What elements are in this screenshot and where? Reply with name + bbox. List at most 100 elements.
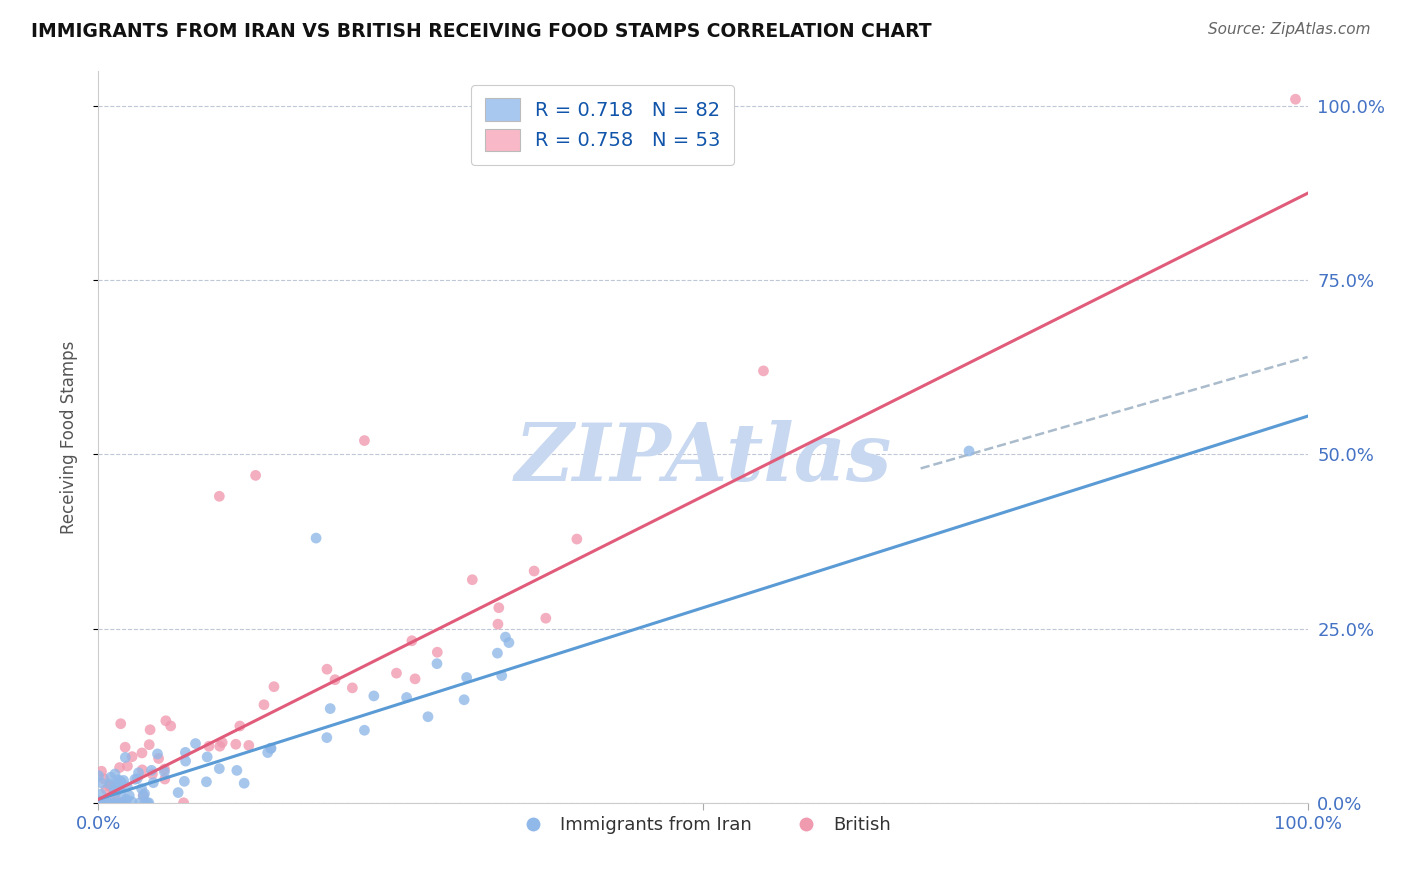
Point	[103, 782, 125, 797]
Point	[167, 786, 190, 800]
Point	[565, 532, 588, 546]
Point	[138, 738, 160, 752]
Point	[100, 770, 122, 784]
Text: Source: ZipAtlas.com: Source: ZipAtlas.com	[1208, 22, 1371, 37]
Point	[114, 750, 136, 764]
Point	[305, 531, 328, 545]
Point	[101, 796, 124, 810]
Point	[107, 778, 129, 792]
Point	[131, 746, 153, 760]
Point	[153, 762, 176, 776]
Point	[128, 765, 150, 780]
Point	[104, 789, 127, 803]
Point	[353, 723, 375, 738]
Point	[110, 775, 132, 789]
Point	[195, 750, 218, 764]
Point	[131, 763, 153, 777]
Point	[173, 774, 195, 789]
Point	[107, 782, 129, 797]
Point	[363, 689, 385, 703]
Point	[110, 716, 132, 731]
Point	[112, 796, 135, 810]
Point	[184, 737, 207, 751]
Point	[416, 709, 439, 723]
Point	[90, 764, 112, 779]
Point	[96, 796, 118, 810]
Point	[486, 646, 509, 660]
Point	[174, 754, 197, 768]
Point	[495, 630, 517, 644]
Text: ZIPAtlas: ZIPAtlas	[515, 420, 891, 498]
Point	[316, 662, 339, 676]
Point	[93, 772, 115, 786]
Point	[136, 796, 159, 810]
Point	[87, 769, 110, 783]
Point	[319, 701, 342, 715]
Point	[153, 772, 176, 786]
Point	[153, 764, 176, 779]
Point	[148, 751, 170, 765]
Point	[134, 787, 156, 801]
Point	[198, 739, 221, 754]
Point	[114, 796, 136, 810]
Point	[111, 796, 134, 810]
Point	[121, 795, 143, 809]
Point	[245, 468, 267, 483]
Point	[385, 666, 408, 681]
Point	[114, 794, 136, 808]
Point	[225, 737, 247, 751]
Point	[456, 670, 478, 684]
Point	[260, 741, 283, 756]
Point	[96, 796, 118, 810]
Point	[323, 673, 346, 687]
Point	[498, 635, 520, 649]
Point	[752, 364, 775, 378]
Y-axis label: Receiving Food Stamps: Receiving Food Stamps	[59, 341, 77, 533]
Point	[486, 617, 509, 632]
Point	[118, 789, 141, 803]
Point	[98, 777, 121, 791]
Point	[1284, 92, 1306, 106]
Point	[233, 776, 256, 790]
Point	[142, 775, 165, 789]
Point	[211, 735, 233, 749]
Text: IMMIGRANTS FROM IRAN VS BRITISH RECEIVING FOOD STAMPS CORRELATION CHART: IMMIGRANTS FROM IRAN VS BRITISH RECEIVIN…	[31, 22, 932, 41]
Point	[173, 796, 195, 810]
Point	[121, 749, 143, 764]
Point	[98, 780, 121, 794]
Point	[107, 796, 129, 810]
Point	[93, 796, 115, 810]
Point	[132, 789, 155, 803]
Point	[208, 489, 231, 503]
Point	[90, 796, 112, 810]
Point	[159, 719, 181, 733]
Point	[89, 796, 111, 810]
Point	[89, 794, 111, 808]
Point	[155, 714, 177, 728]
Point	[94, 795, 117, 809]
Point	[141, 767, 163, 781]
Point	[225, 764, 247, 778]
Point	[534, 611, 557, 625]
Point	[253, 698, 276, 712]
Point	[111, 796, 134, 810]
Point	[141, 764, 163, 778]
Point	[90, 787, 112, 801]
Point	[461, 573, 484, 587]
Point	[115, 792, 138, 806]
Point	[98, 796, 121, 810]
Point	[453, 692, 475, 706]
Point	[488, 600, 510, 615]
Point	[127, 772, 149, 786]
Point	[523, 564, 546, 578]
Point	[208, 762, 231, 776]
Point	[110, 774, 132, 789]
Point	[256, 746, 278, 760]
Point	[138, 796, 160, 810]
Point	[90, 796, 112, 810]
Point	[103, 796, 125, 810]
Point	[110, 784, 132, 798]
Point	[132, 789, 155, 803]
Point	[117, 780, 139, 794]
Point	[114, 740, 136, 755]
